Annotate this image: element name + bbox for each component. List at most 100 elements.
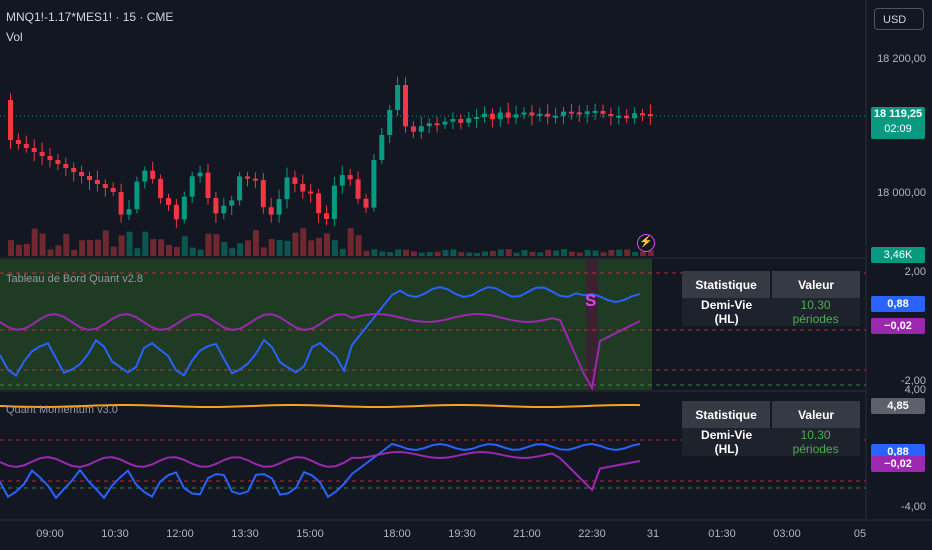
candle-body: [403, 85, 408, 127]
volume-bar: [545, 249, 552, 256]
candle-body: [142, 170, 148, 182]
candle-body: [505, 112, 511, 118]
volume-bar: [505, 249, 512, 256]
candle-body: [647, 114, 653, 117]
volume-bar: [39, 233, 46, 256]
volume-bar: [410, 251, 417, 256]
candle-body: [316, 193, 322, 214]
candle-body: [308, 191, 314, 194]
time-label: 22:30: [578, 528, 606, 540]
panel1-purple-value: −0,02: [871, 318, 925, 334]
panel1-blue-value: 0,88: [871, 296, 925, 312]
candle-body: [339, 175, 345, 186]
volume-bar: [632, 252, 639, 256]
volume-bar: [189, 247, 196, 256]
panel2-orange-series: [0, 404, 641, 408]
candle-body: [640, 113, 645, 116]
candle-body: [513, 114, 519, 118]
volume-bar: [568, 251, 575, 256]
volume-badge: 3,46K: [871, 247, 925, 263]
panel2-axis-min: -4,00: [900, 501, 926, 513]
panel1-axis-min: -2,00: [900, 375, 926, 387]
candle-body: [284, 177, 290, 200]
table-cell-value: 10.30 périodes: [771, 428, 860, 456]
volume-bar: [497, 249, 504, 256]
candle-body: [568, 111, 574, 114]
volume-bar: [395, 249, 402, 256]
candle-body: [47, 156, 53, 160]
candle-body: [434, 123, 440, 126]
candle-body: [245, 176, 250, 179]
candle-body: [600, 110, 606, 114]
panel1-stat-table: Statistique Valeur Demi-Vie (HL) 10.30 p…: [682, 271, 860, 326]
volume-bar: [181, 236, 188, 256]
volume-bars: [8, 228, 654, 256]
volume-bar: [260, 247, 267, 256]
volume-bar: [624, 249, 631, 256]
last-price-badge: 18 119,25 02:09: [871, 107, 925, 139]
candle-body: [221, 205, 227, 214]
candle-body: [553, 115, 559, 118]
candle-body: [410, 126, 416, 132]
candle-body: [292, 177, 298, 184]
volume-bar: [482, 251, 488, 256]
time-label: 12:00: [166, 528, 194, 540]
volume-bar: [521, 250, 528, 256]
candle-body: [213, 197, 219, 214]
candle-body: [489, 113, 495, 120]
table-cell-value: 10.30 périodes: [771, 298, 860, 326]
volume-bar: [110, 246, 117, 256]
candle-body: [79, 172, 85, 176]
lightning-icon[interactable]: ⚡: [637, 234, 655, 252]
volume-bar: [339, 248, 346, 256]
candle-body: [110, 188, 116, 192]
panel1-blue-series: [0, 285, 641, 378]
price-label-18000: 18 000,00: [877, 187, 926, 199]
volume-bar: [300, 228, 307, 256]
currency-button[interactable]: USD: [874, 8, 924, 30]
candle-body: [592, 110, 598, 113]
volume-bar: [316, 237, 323, 256]
table-cell-label: Demi-Vie (HL): [682, 428, 772, 456]
volume-bar: [213, 234, 220, 256]
panel1-purple-series: [0, 313, 641, 391]
candle-body: [87, 176, 92, 180]
candle-body: [482, 113, 487, 118]
time-label: 03:00: [773, 528, 801, 540]
candle-body: [31, 148, 37, 152]
last-price-value: 18 119,25: [873, 108, 923, 120]
volume-bar: [513, 252, 520, 256]
volume-bar: [63, 233, 70, 256]
volume-bar: [584, 250, 591, 256]
candle-body: [134, 181, 140, 210]
candle-body: [521, 112, 527, 115]
candle-body: [94, 180, 100, 184]
panel2-title[interactable]: Quant Momentum v3.0: [6, 404, 118, 416]
candle-body: [561, 111, 566, 116]
symbol-title[interactable]: MNQ1!-1.17*MES1! · 15 · CME: [6, 10, 174, 24]
candle-body: [584, 111, 590, 115]
table-header-statistic: Statistique: [682, 271, 773, 298]
volume-bar: [268, 239, 275, 256]
panel1-background: [0, 259, 652, 390]
candle-body: [300, 183, 306, 192]
candle-body: [55, 160, 61, 164]
volume-bar: [450, 249, 457, 256]
volume-indicator-label[interactable]: Vol: [6, 30, 23, 44]
candle-body: [537, 113, 543, 116]
volume-bar: [229, 248, 236, 256]
price-label-18200: 18 200,00: [877, 53, 926, 65]
volume-bar: [276, 239, 283, 256]
table-cell-label: Demi-Vie (HL): [682, 298, 772, 326]
volume-bar: [442, 250, 449, 256]
volume-bar: [458, 252, 465, 256]
panel1-title[interactable]: Tableau de Bord Quant v2.8: [6, 273, 143, 285]
volume-bar: [308, 240, 315, 256]
candle-body: [205, 172, 211, 198]
volume-bar: [79, 240, 86, 256]
candle-body: [576, 112, 582, 115]
candle-body: [126, 209, 132, 215]
volume-bar: [616, 249, 623, 256]
candle-body: [15, 140, 21, 144]
